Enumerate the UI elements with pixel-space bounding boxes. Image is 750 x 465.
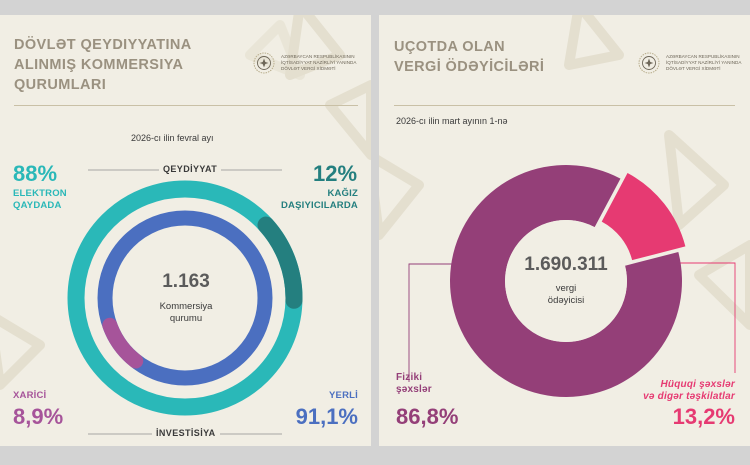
physical-slice — [450, 164, 682, 397]
taxpayers-donut-chart — [408, 164, 736, 397]
divider — [394, 105, 735, 106]
registration-donut-chart — [67, 169, 303, 435]
tax-service-logo: AZƏRBAYCAN RESPUBLİKASININ İQTİSADİYYAT … — [253, 52, 356, 74]
local-percent: 91,1% — [295, 404, 358, 429]
total-companies-label: Kommersiya qurumu — [159, 301, 213, 324]
donut-hole — [505, 220, 627, 342]
logo-text: AZƏRBAYCAN RESPUBLİKASININ İQTİSADİYYAT … — [281, 53, 357, 72]
physical-percent: 86,8% — [396, 404, 459, 429]
emblem-icon — [638, 52, 660, 74]
divider — [14, 105, 358, 106]
foreign-percent: 8,9% — [13, 404, 64, 429]
total-taxpayers-value: 1.690.311 — [524, 254, 608, 275]
chart-subtitle: 2026-cı ilin fevral ayı — [131, 133, 214, 143]
legal-slice — [601, 173, 686, 261]
tax-service-logo: AZƏRBAYCAN RESPUBLİKASININ İQTİSADİYYAT … — [638, 52, 741, 74]
page-title: DÖVLƏT QEYDIYYATINA ALINMIŞ KOMMERSIYA Q… — [14, 37, 192, 93]
legal-leader-line — [680, 262, 736, 373]
local-ring-segment — [97, 210, 273, 386]
legal-label: Hüquqi şəxslər və digər təşkilatlar — [643, 379, 735, 402]
background-pattern — [0, 15, 371, 390]
legal-percent: 13,2% — [672, 404, 735, 429]
paper-percent: 12% — [313, 161, 358, 186]
outer-ring-label: QEYDİYYAT — [159, 164, 222, 174]
registration-panel: DÖVLƏT QEYDIYYATINA ALINMIŞ KOMMERSIYA Q… — [0, 15, 371, 446]
foreign-ring-segment — [102, 317, 144, 369]
emblem-icon — [253, 52, 275, 74]
donut-hole — [113, 226, 257, 370]
foreign-label: XARİCİ — [13, 390, 47, 401]
taxpayers-panel: UÇOTDA OLAN VERGİ ÖDƏYİCİLƏRİ AZƏRBAYCAN… — [379, 15, 750, 446]
electronic-percent: 88% — [13, 161, 58, 186]
paper-ring-segment — [257, 216, 303, 309]
page-title: UÇOTDA OLAN VERGİ ÖDƏYİCİLƏRİ — [394, 39, 545, 75]
total-companies-value: 1.163 — [162, 271, 210, 292]
background-pattern — [379, 15, 750, 330]
paper-label: KAĞIZ DAŞIYICILARDA — [280, 188, 358, 211]
logo-text: AZƏRBAYCAN RESPUBLİKASININ İQTİSADİYYAT … — [666, 53, 742, 72]
local-label: YERLİ — [329, 390, 358, 401]
chart-subtitle: 2026-cı ilin mart ayının 1-nə — [396, 116, 508, 126]
electronic-label: ELEKTRON QAYDADA — [13, 188, 67, 211]
inner-ring-label: İNVESTİSİYA — [152, 428, 220, 438]
physical-label: Fiziki şəxslər — [396, 372, 432, 395]
physical-leader-line — [408, 263, 467, 382]
total-taxpayers-label: vergi ödəyicisi — [547, 283, 585, 306]
